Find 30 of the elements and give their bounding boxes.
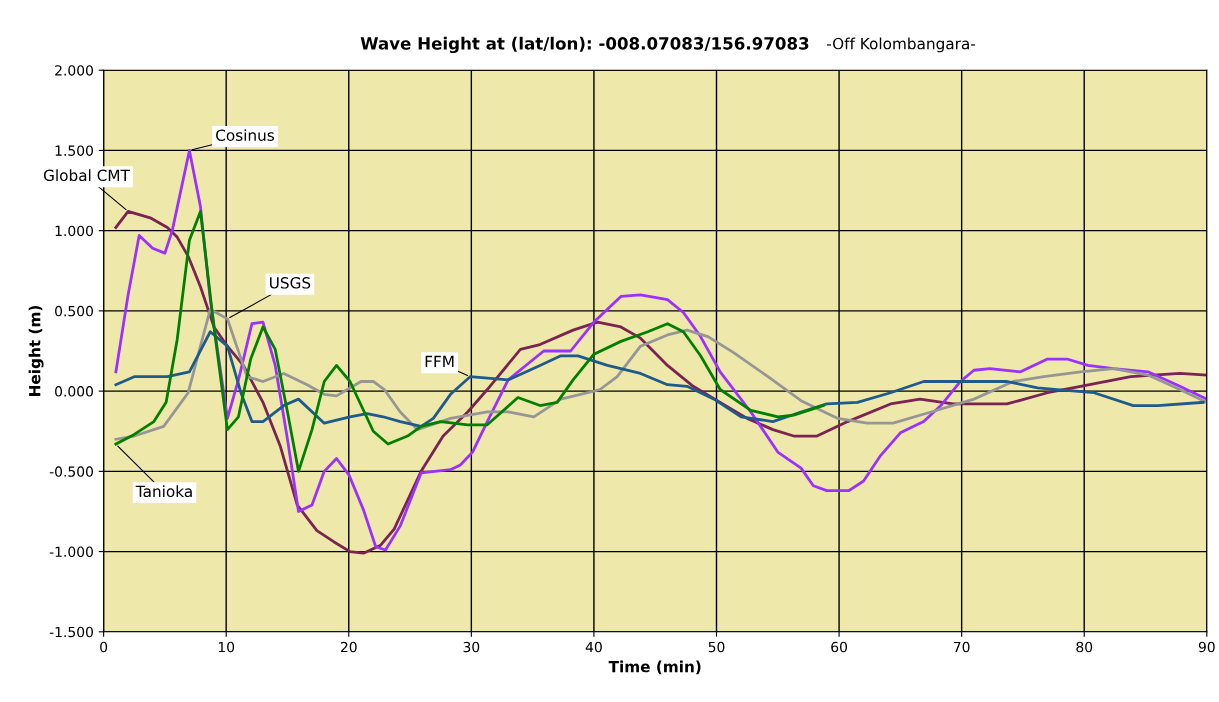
y-tick-label: 1.500 bbox=[55, 145, 93, 156]
x-tick-label: 40 bbox=[585, 641, 602, 653]
x-tick-label: 90 bbox=[1198, 641, 1215, 653]
x-axis-title: Time (min) bbox=[608, 660, 701, 675]
series-label: Global CMT bbox=[43, 169, 130, 182]
line-series bbox=[114, 330, 1205, 428]
y-tick-label: -1.500 bbox=[49, 626, 93, 638]
chart-title: Wave Height at (lat/lon): -008.07083/156.97083 bbox=[360, 36, 809, 54]
y-tick-label: 0.000 bbox=[55, 386, 93, 397]
y-tick-label: -0.500 bbox=[49, 466, 93, 477]
series-label: FFM bbox=[425, 355, 454, 367]
series-label: Cosinus bbox=[216, 129, 274, 141]
x-tick-label: 80 bbox=[1076, 641, 1093, 653]
x-tick-label: 20 bbox=[340, 641, 357, 653]
y-tick-label: 1.000 bbox=[55, 225, 93, 237]
line-series bbox=[114, 307, 1207, 441]
x-tick-label: 70 bbox=[953, 641, 970, 653]
line-series bbox=[114, 210, 825, 473]
text: Tanioka bbox=[135, 485, 192, 498]
x-tick-label: 30 bbox=[463, 641, 480, 653]
x-tick-label: 50 bbox=[708, 641, 725, 653]
x-tick-label: 0 bbox=[100, 641, 108, 653]
y-tick-label: 2.000 bbox=[55, 65, 93, 76]
text: USGS bbox=[270, 277, 311, 289]
y-axis-title: Height (m) bbox=[28, 305, 44, 396]
y-tick-label: -1.000 bbox=[49, 546, 93, 558]
y-tick-label: 0.500 bbox=[55, 305, 93, 317]
x-tick-label: 60 bbox=[831, 641, 847, 653]
x-tick-label: 10 bbox=[218, 641, 235, 653]
chart-subtitle: -Off Kolombangara- bbox=[826, 37, 976, 53]
